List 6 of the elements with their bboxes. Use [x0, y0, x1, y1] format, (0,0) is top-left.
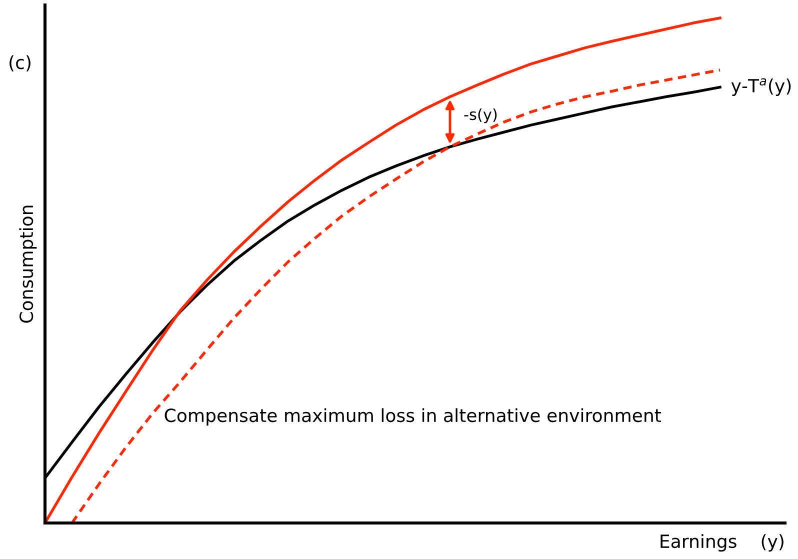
annotation: -s(y)	[464, 108, 497, 124]
annotation: Compensate maximum loss in alternative environment	[164, 408, 662, 426]
text: (c)	[10, 55, 30, 72]
x-axis-title: Earnings (y)	[660, 534, 784, 552]
y-axis-title: Consumption	[19, 206, 37, 323]
series-label: y-T$^{a}$(y)	[731, 78, 791, 96]
